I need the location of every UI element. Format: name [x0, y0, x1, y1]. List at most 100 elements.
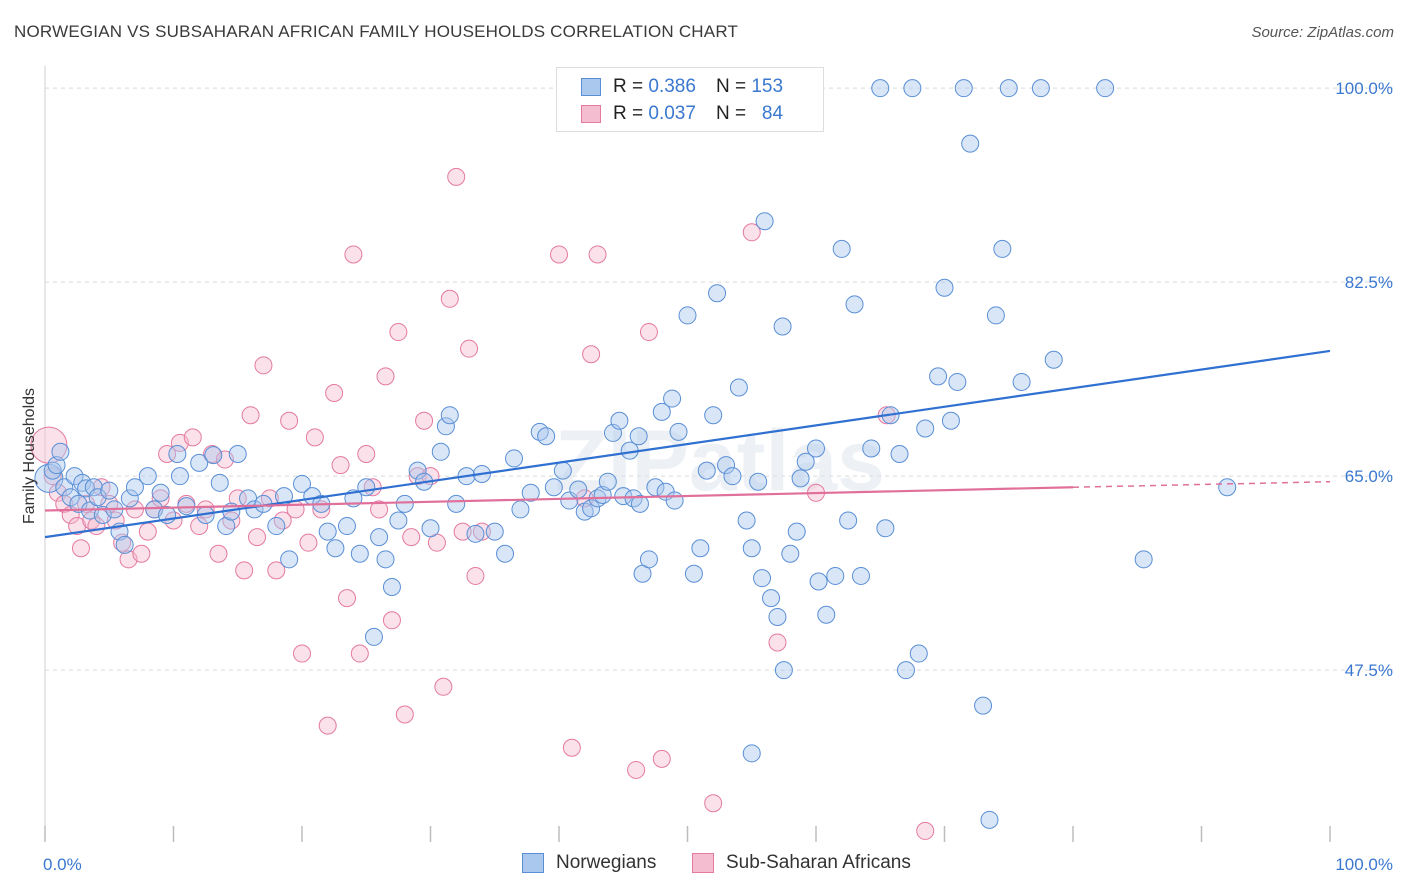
norwegians-point	[466, 524, 485, 543]
subsaharan-point	[652, 749, 671, 768]
subsaharan-point	[183, 428, 202, 447]
norwegians-point	[582, 499, 601, 518]
legend-row-norwegians: R = 0.386 N = 153	[581, 75, 783, 99]
norwegians-point	[1134, 550, 1153, 569]
norwegians-point	[832, 239, 851, 258]
norwegians-point	[896, 661, 915, 680]
norwegians-point	[755, 212, 774, 231]
subsaharan-point	[434, 677, 453, 696]
n-label: N =	[715, 76, 747, 97]
norwegians-point	[669, 422, 688, 441]
norwegians-point	[773, 317, 792, 336]
norwegians-point	[610, 411, 629, 430]
norwegians-point	[440, 406, 459, 425]
norwegians-point	[929, 367, 948, 386]
r-label: R =	[613, 76, 644, 97]
norwegians-point	[652, 402, 671, 421]
subsaharan-point	[363, 478, 382, 497]
grid-lines	[45, 87, 1394, 671]
tick-labels: 47.5% 65.0% 82.5% 100.0% 0.0% 100.0%	[43, 79, 1393, 874]
norwegians-point	[47, 456, 66, 475]
norwegians-point	[753, 569, 772, 588]
subsaharan-point	[376, 367, 395, 386]
norwegians-point	[382, 578, 401, 597]
norwegians-point	[851, 566, 870, 585]
norwegians-point	[553, 461, 572, 480]
legend-item-subsaharan[interactable]: Sub-Saharan Africans	[692, 852, 911, 874]
norwegians-point	[496, 544, 515, 563]
n-value: 84	[761, 103, 784, 124]
norwegians-point	[65, 467, 84, 486]
subsaharan-point	[350, 644, 369, 663]
subsaharan-point	[639, 323, 658, 342]
norwegians-point	[871, 79, 890, 98]
subsaharan-point	[550, 245, 568, 264]
norwegians-point	[941, 411, 960, 430]
norwegians-point	[691, 539, 710, 558]
subsaharan-trend-line	[44, 486, 1074, 512]
axes	[44, 66, 1331, 842]
norwegians-point	[431, 442, 450, 461]
norwegians-point	[665, 491, 684, 510]
norwegians-point	[1096, 79, 1115, 98]
norwegians-point	[395, 494, 414, 513]
subsaharan-point	[209, 544, 228, 563]
x-tick-label: 0.0%	[43, 855, 82, 874]
subsaharan-swatch	[692, 853, 714, 873]
norwegians-point	[280, 550, 299, 569]
norwegians-point	[120, 489, 139, 508]
norwegians-point	[1031, 79, 1050, 98]
subsaharan-point	[742, 223, 761, 242]
norwegians-point	[318, 522, 337, 541]
norwegians-point	[598, 472, 617, 491]
norwegians-point	[84, 478, 103, 497]
subsaharan-point	[299, 533, 318, 552]
subsaharan-point	[370, 500, 389, 519]
norwegians-point	[51, 442, 70, 461]
norwegians-point	[421, 519, 440, 538]
norwegians-point	[729, 378, 748, 397]
norwegians-point	[593, 486, 612, 505]
subsaharan-point	[132, 544, 151, 563]
norwegians-point	[447, 494, 466, 513]
y-axis-label: Family Households	[21, 387, 38, 525]
norwegians-point	[916, 419, 935, 438]
norwegians-point	[350, 544, 369, 563]
subsaharan-point	[190, 517, 209, 536]
subsaharan-point	[235, 561, 254, 580]
norwegians-trend-line	[44, 349, 1331, 539]
norwegians-point	[204, 446, 223, 465]
norwegians-point	[357, 478, 376, 497]
norwegians-point	[862, 439, 881, 458]
subsaharan-point	[460, 339, 479, 358]
norwegians-point	[948, 372, 967, 391]
norwegians-point	[774, 661, 793, 680]
trend-lines	[44, 349, 1331, 539]
norwegians-point	[903, 79, 922, 98]
norwegians-point	[999, 79, 1018, 98]
norwegians-point	[267, 517, 286, 536]
norwegians-point	[485, 522, 504, 541]
subsaharan-point	[158, 445, 177, 463]
r-label: R =	[613, 103, 644, 124]
subsaharan-point	[280, 411, 299, 430]
subsaharan-point	[344, 245, 363, 264]
subsaharan-point	[267, 561, 286, 580]
norwegians-point	[737, 511, 756, 530]
r-value: 0.386	[648, 76, 696, 97]
subsaharan-point	[241, 406, 260, 425]
norwegians-point	[961, 134, 980, 153]
norwegians-point	[88, 488, 107, 507]
norwegians-point	[986, 306, 1005, 325]
norwegians-point	[684, 564, 703, 583]
norwegians-point	[993, 239, 1012, 258]
norwegians-point	[569, 480, 588, 499]
subsaharan-point	[627, 760, 646, 779]
legend-label-norwegians: Norwegians	[556, 852, 657, 873]
norwegians-point	[217, 517, 236, 536]
subsaharan-point	[768, 633, 787, 652]
norwegians-point	[749, 472, 768, 491]
norwegians-point	[293, 474, 311, 493]
norwegians-point	[629, 427, 648, 446]
legend-item-norwegians[interactable]: Norwegians	[522, 852, 656, 874]
